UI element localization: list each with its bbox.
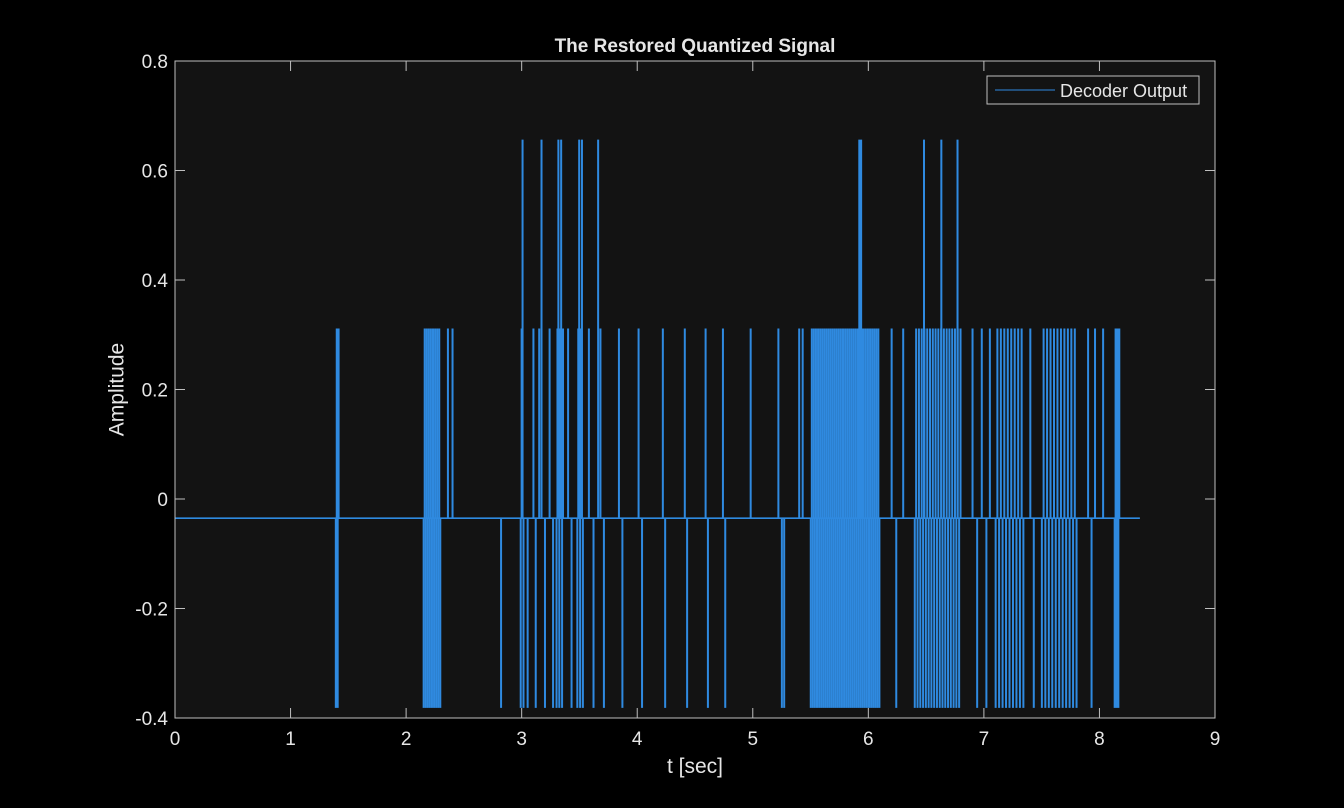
legend: Decoder Output bbox=[986, 75, 1200, 105]
y-tick-label: 0.6 bbox=[142, 162, 168, 183]
y-tick-label: 0.8 bbox=[142, 52, 168, 73]
series-layer bbox=[175, 139, 1140, 708]
x-tick-label: 1 bbox=[285, 729, 296, 750]
x-tick-label: 4 bbox=[632, 729, 643, 750]
y-tick-label: 0 bbox=[157, 490, 168, 511]
x-tick-label: 0 bbox=[170, 729, 181, 750]
y-tick-label: -0.4 bbox=[135, 709, 168, 730]
x-tick-label: 2 bbox=[401, 729, 412, 750]
x-tick-label: 5 bbox=[747, 729, 758, 750]
x-axis-label: t [sec] bbox=[667, 755, 723, 778]
axes-layer: 0 1 2 3 4 5 6 7 8 9 -0.4 -0.2 0 0.2 0.4 0.6 0.8 bbox=[135, 52, 1220, 750]
x-tick-label: 8 bbox=[1094, 729, 1105, 750]
x-tick-label: 3 bbox=[516, 729, 527, 750]
legend-label-decoder-output: Decoder Output bbox=[1060, 81, 1187, 101]
y-tick-label: 0.4 bbox=[142, 271, 169, 292]
y-axis-label: Amplitude bbox=[106, 343, 129, 436]
y-tick-label: -0.2 bbox=[135, 600, 168, 621]
y-tick-label: 0.2 bbox=[142, 381, 168, 402]
x-tick-label: 7 bbox=[979, 729, 990, 750]
x-tick-label: 6 bbox=[863, 729, 874, 750]
series-line-decoder-output bbox=[175, 139, 1140, 708]
x-tick-label: 9 bbox=[1210, 729, 1221, 750]
chart-title: The Restored Quantized Signal bbox=[555, 36, 836, 57]
